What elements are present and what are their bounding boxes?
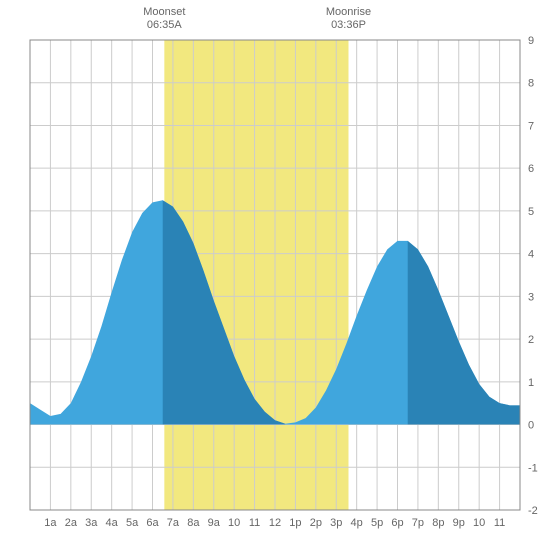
svg-text:7: 7 <box>528 120 534 132</box>
svg-text:11: 11 <box>249 517 260 529</box>
svg-text:1: 1 <box>528 377 534 389</box>
svg-text:7a: 7a <box>167 517 180 529</box>
svg-text:6: 6 <box>528 163 534 175</box>
svg-text:-2: -2 <box>528 505 538 517</box>
svg-text:7p: 7p <box>412 517 424 529</box>
svg-text:-1: -1 <box>528 462 538 474</box>
svg-text:5a: 5a <box>126 517 139 529</box>
svg-text:3: 3 <box>528 291 534 303</box>
svg-text:8: 8 <box>528 78 534 90</box>
svg-text:8a: 8a <box>187 517 200 529</box>
svg-text:5: 5 <box>528 206 534 218</box>
svg-text:9a: 9a <box>208 517 221 529</box>
svg-text:2: 2 <box>528 334 534 346</box>
svg-text:12: 12 <box>269 517 281 529</box>
svg-text:8p: 8p <box>432 517 444 529</box>
svg-text:1p: 1p <box>289 517 301 529</box>
svg-text:3a: 3a <box>85 517 98 529</box>
moonset-title: Moonset <box>143 6 185 18</box>
svg-text:9p: 9p <box>453 517 465 529</box>
moonrise-time: 03:36P <box>326 19 371 32</box>
svg-text:5p: 5p <box>371 517 383 529</box>
svg-text:0: 0 <box>528 420 534 432</box>
svg-text:4: 4 <box>528 249 534 261</box>
svg-text:10: 10 <box>473 517 485 529</box>
moonset-label: Moonset 06:35A <box>143 6 185 32</box>
svg-text:3p: 3p <box>330 517 342 529</box>
svg-text:2a: 2a <box>65 517 78 529</box>
svg-text:6a: 6a <box>146 517 159 529</box>
moonrise-label: Moonrise 03:36P <box>326 6 371 32</box>
svg-text:9: 9 <box>528 35 534 47</box>
svg-text:2p: 2p <box>310 517 322 529</box>
tide-chart-container: { "chart": { "type": "area", "width": 55… <box>0 0 550 550</box>
svg-text:10: 10 <box>228 517 240 529</box>
svg-text:1a: 1a <box>44 517 57 529</box>
svg-text:4p: 4p <box>351 517 363 529</box>
svg-text:11: 11 <box>494 517 505 529</box>
moonrise-title: Moonrise <box>326 6 371 18</box>
moonset-time: 06:35A <box>143 19 185 32</box>
svg-text:6p: 6p <box>391 517 403 529</box>
tide-chart-svg: -2-101234567891a2a3a4a5a6a7a8a9a1011121p… <box>0 0 550 550</box>
svg-text:4a: 4a <box>106 517 119 529</box>
